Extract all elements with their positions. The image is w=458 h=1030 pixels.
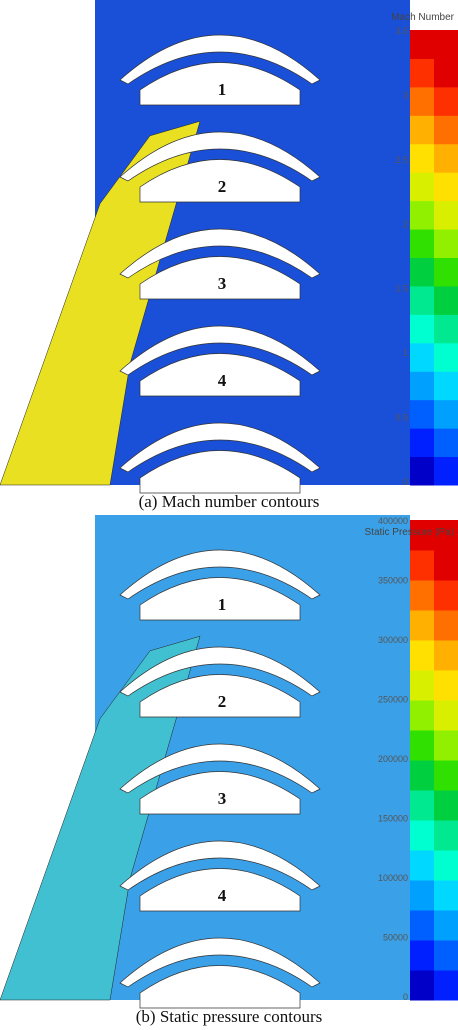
caption: (b) Static pressure contours: [136, 1007, 322, 1026]
colorbar-band: [434, 550, 458, 581]
colorbar-band: [434, 229, 458, 258]
blade-label: 1: [218, 595, 227, 614]
colorbar-band: [410, 428, 434, 457]
colorbar-band: [410, 229, 434, 258]
colorbar-band: [434, 343, 458, 372]
colorbar-band: [410, 880, 434, 911]
colorbar-tick: 0.5: [395, 413, 408, 423]
colorbar-band: [410, 400, 434, 429]
caption: (a) Mach number contours: [139, 492, 320, 511]
colorbar-tick: 1: [403, 348, 408, 358]
colorbar-band: [434, 457, 458, 486]
colorbar-band: [434, 820, 458, 851]
colorbar-band: [434, 58, 458, 87]
colorbar-tick: 300000: [378, 635, 408, 645]
colorbar-band: [410, 610, 434, 641]
colorbar-band: [410, 144, 434, 173]
colorbar-band: [434, 940, 458, 971]
colorbar-band: [434, 314, 458, 343]
colorbar-band: [410, 850, 434, 881]
blade-label: 4: [218, 886, 227, 905]
colorbar-band: [434, 700, 458, 731]
colorbar-band: [434, 172, 458, 201]
colorbar-tick: 50000: [383, 933, 408, 943]
colorbar-tick: 3: [403, 90, 408, 100]
colorbar-band: [410, 286, 434, 315]
colorbar-band: [434, 144, 458, 173]
colorbar-band: [434, 115, 458, 144]
colorbar-band: [410, 172, 434, 201]
colorbar-tick: 150000: [378, 814, 408, 824]
colorbar-band: [410, 258, 434, 287]
blade-label: 3: [218, 274, 227, 293]
colorbar-tick: 0: [403, 477, 408, 487]
blade-label: 3: [218, 789, 227, 808]
colorbar-tick: 250000: [378, 695, 408, 705]
colorbar-band: [434, 371, 458, 400]
colorbar-band: [410, 760, 434, 791]
white-margin: [0, 0, 95, 204]
blade-label: 4: [218, 371, 227, 390]
white-margin: [0, 515, 95, 719]
colorbar-band: [410, 700, 434, 731]
colorbar-band: [410, 115, 434, 144]
colorbar-band: [410, 790, 434, 821]
colorbar-band: [410, 343, 434, 372]
colorbar-band: [410, 910, 434, 941]
colorbar-band: [410, 457, 434, 486]
colorbar-band: [410, 970, 434, 1001]
colorbar-band: [434, 258, 458, 287]
colorbar-band: [410, 670, 434, 701]
colorbar-tick: 0: [403, 992, 408, 1002]
colorbar-band: [434, 30, 458, 59]
blade-label: 2: [218, 177, 227, 196]
colorbar-band: [410, 580, 434, 611]
figure: 1 2 3 4 Mach Number 3.5 3 2.5 2 1.5 1 0.5 0 (a) Mach …: [0, 0, 458, 1030]
colorbar-band: [434, 201, 458, 230]
colorbar-band: [410, 87, 434, 116]
colorbar-band: [434, 640, 458, 671]
colorbar-title: Mach Number: [391, 12, 454, 23]
colorbar-band: [434, 87, 458, 116]
colorbar-band: [434, 790, 458, 821]
colorbar-band: [434, 400, 458, 429]
colorbar-band: [410, 940, 434, 971]
blade-label: 1: [218, 80, 227, 99]
colorbar-band: [434, 910, 458, 941]
colorbar-band: [434, 880, 458, 911]
colorbar-band: [410, 730, 434, 761]
colorbar-band: [410, 640, 434, 671]
colorbar-tick: 350000: [378, 576, 408, 586]
colorbar-tick: 3.5: [395, 26, 408, 36]
colorbar-tick: 2: [403, 219, 408, 229]
colorbar-band: [434, 428, 458, 457]
colorbar-band: [410, 30, 434, 59]
colorbar-tick: 100000: [378, 873, 408, 883]
colorbar-band: [410, 314, 434, 343]
colorbar-band: [410, 820, 434, 851]
colorbar-band: [434, 580, 458, 611]
colorbar-band: [410, 201, 434, 230]
colorbar-title: Static Pressure (Pa): [365, 527, 454, 538]
colorbar-band: [410, 58, 434, 87]
colorbar-tick: 1.5: [395, 284, 408, 294]
blade-label: 2: [218, 692, 227, 711]
colorbar-band: [434, 610, 458, 641]
colorbar-tick: 2.5: [395, 155, 408, 165]
colorbar-band: [410, 371, 434, 400]
colorbar-tick: 200000: [378, 754, 408, 764]
colorbar-band: [434, 286, 458, 315]
colorbar-band: [434, 970, 458, 1001]
colorbar-tick: 400000: [378, 516, 408, 526]
colorbar-band: [434, 670, 458, 701]
colorbar-band: [434, 730, 458, 761]
colorbar-band: [434, 760, 458, 791]
colorbar-band: [434, 850, 458, 881]
colorbar-band: [410, 550, 434, 581]
